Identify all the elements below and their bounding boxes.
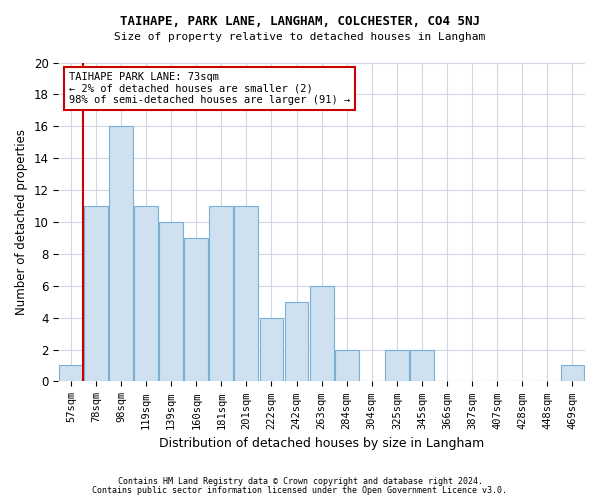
Bar: [260, 318, 283, 382]
Text: Contains public sector information licensed under the Open Government Licence v3: Contains public sector information licen…: [92, 486, 508, 495]
Text: TAIHAPE PARK LANE: 73sqm
← 2% of detached houses are smaller (2)
98% of semi-det: TAIHAPE PARK LANE: 73sqm ← 2% of detache…: [69, 72, 350, 106]
Bar: [284, 302, 308, 382]
Bar: [235, 206, 259, 382]
Bar: [134, 206, 158, 382]
Bar: [109, 126, 133, 382]
Bar: [410, 350, 434, 382]
Bar: [184, 238, 208, 382]
Text: TAIHAPE, PARK LANE, LANGHAM, COLCHESTER, CO4 5NJ: TAIHAPE, PARK LANE, LANGHAM, COLCHESTER,…: [120, 15, 480, 28]
Bar: [310, 286, 334, 382]
Bar: [209, 206, 233, 382]
Bar: [560, 366, 584, 382]
X-axis label: Distribution of detached houses by size in Langham: Distribution of detached houses by size …: [159, 437, 484, 450]
Bar: [59, 366, 83, 382]
Y-axis label: Number of detached properties: Number of detached properties: [15, 129, 28, 315]
Bar: [335, 350, 359, 382]
Bar: [159, 222, 183, 382]
Bar: [385, 350, 409, 382]
Text: Size of property relative to detached houses in Langham: Size of property relative to detached ho…: [115, 32, 485, 42]
Text: Contains HM Land Registry data © Crown copyright and database right 2024.: Contains HM Land Registry data © Crown c…: [118, 477, 482, 486]
Bar: [84, 206, 108, 382]
